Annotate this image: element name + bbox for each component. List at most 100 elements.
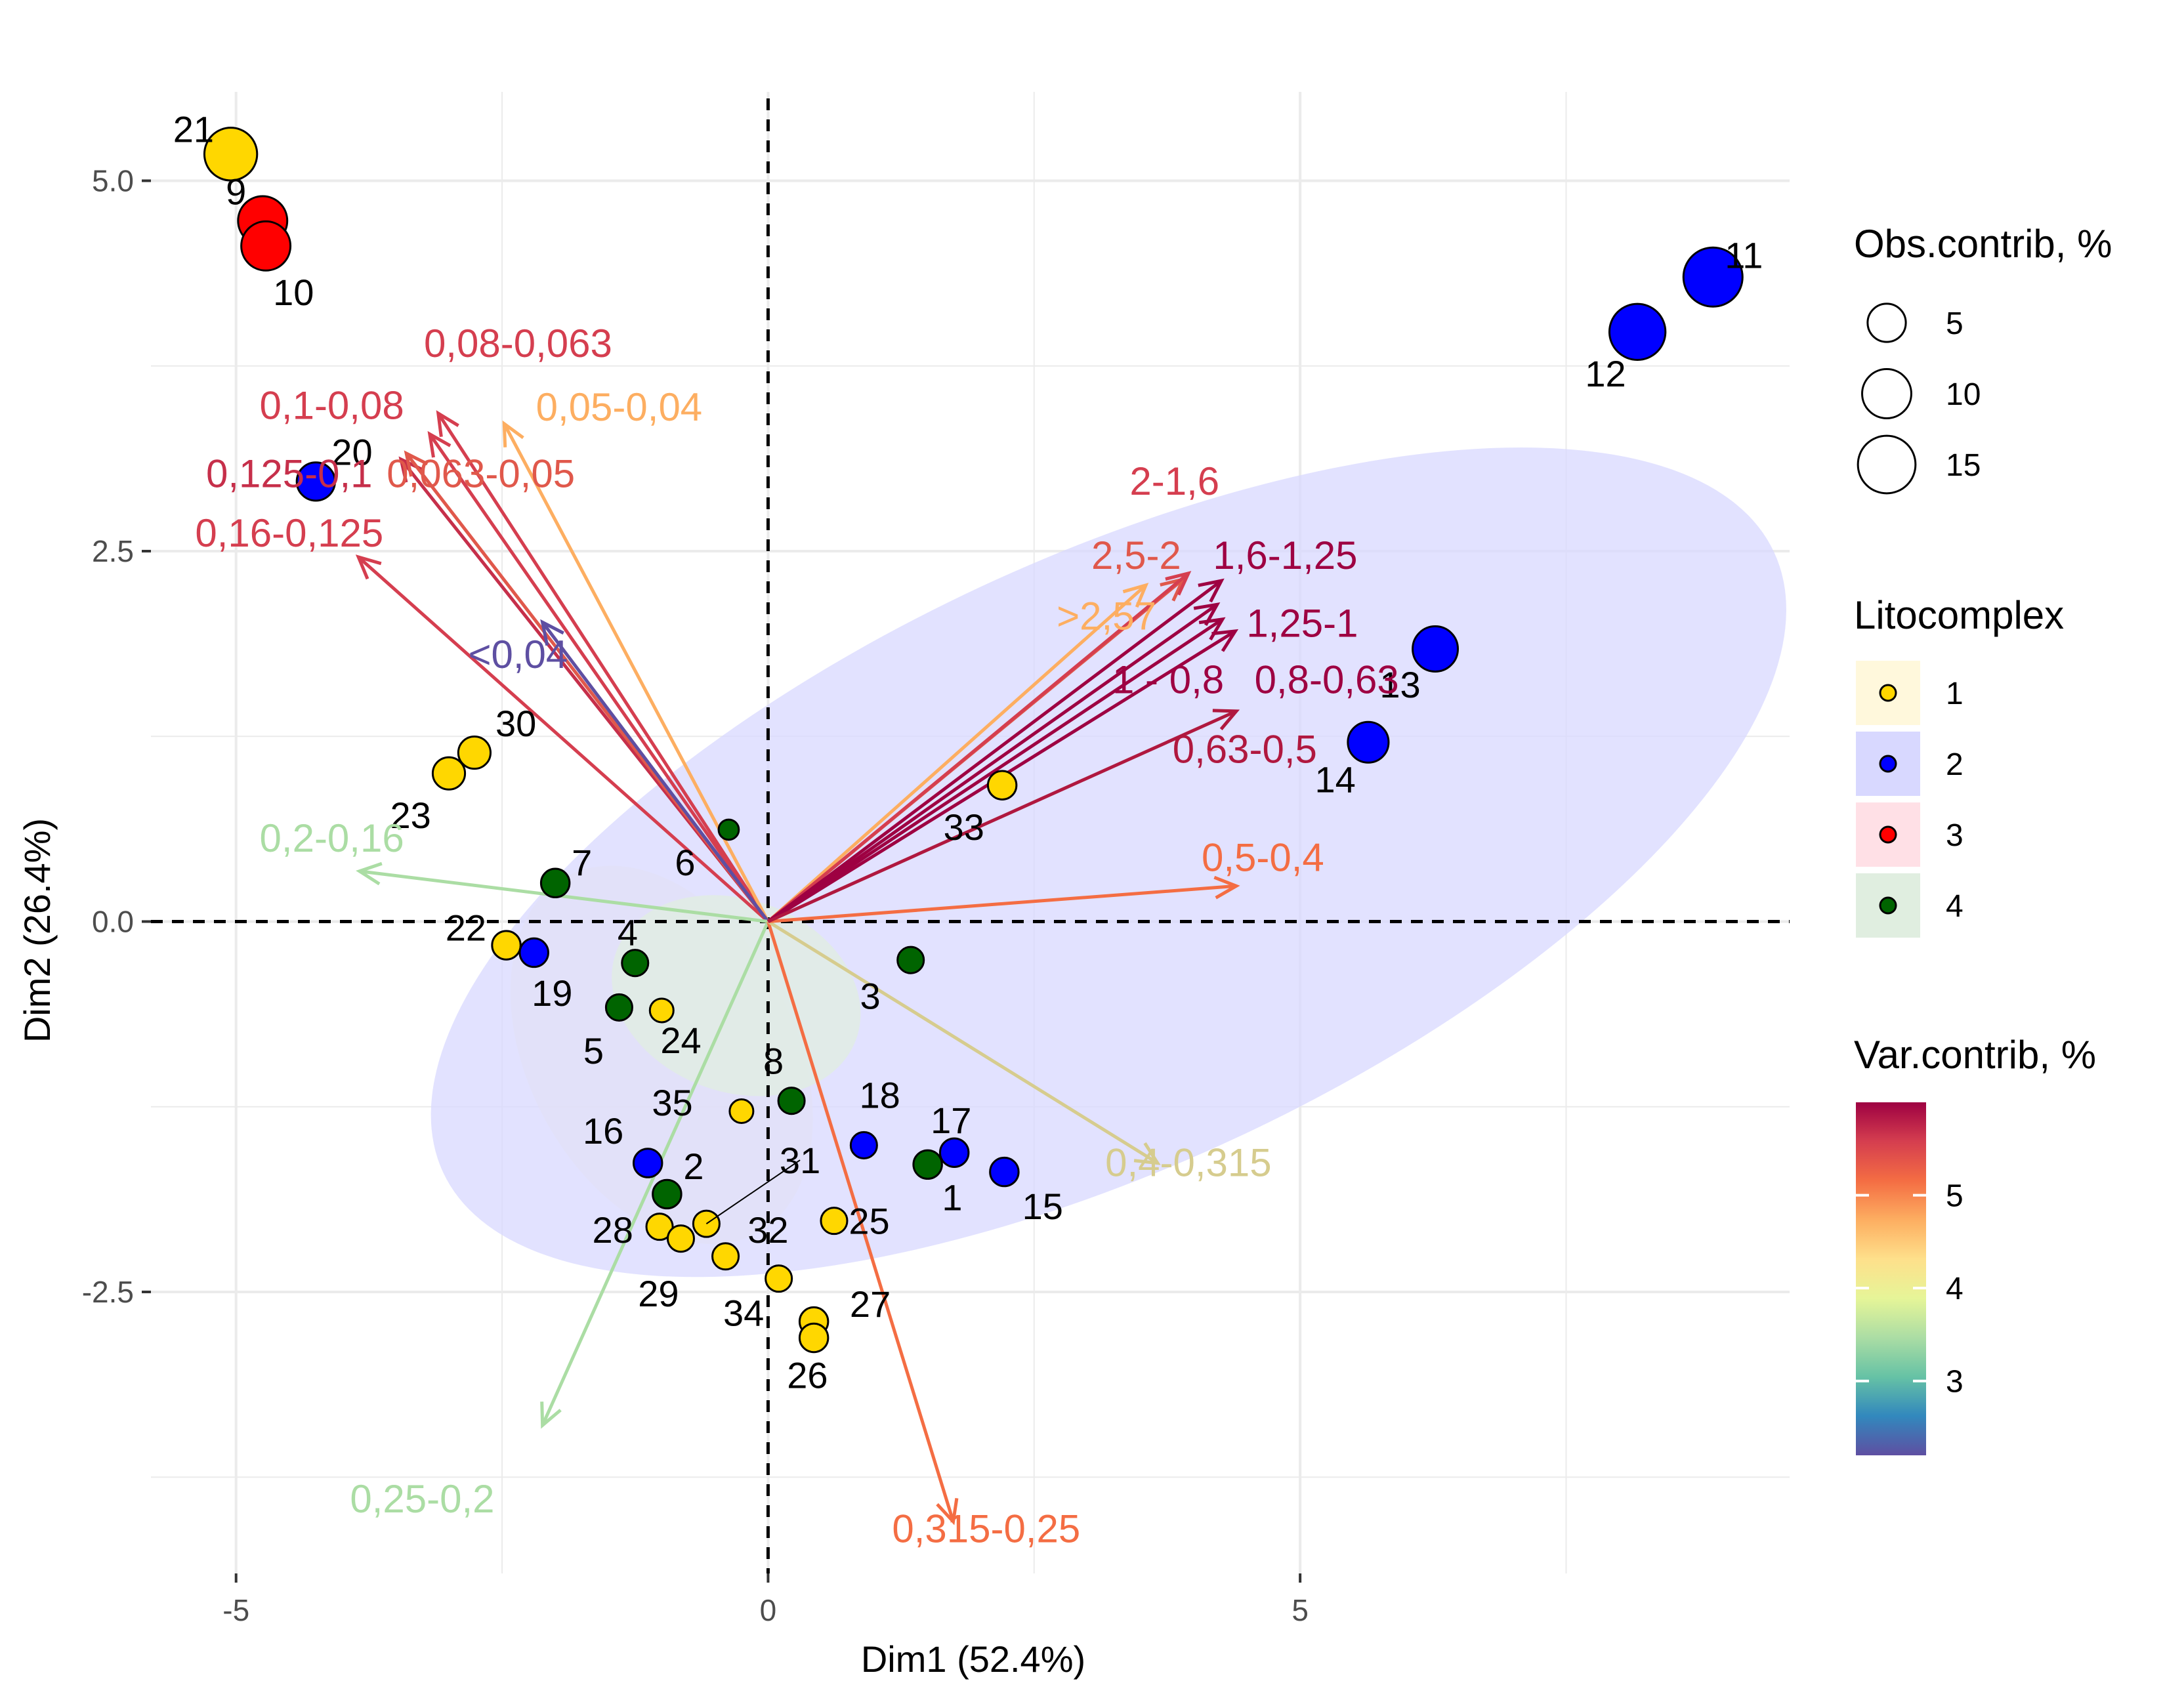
observation-point-19 [518,937,549,968]
arrow-head [1212,709,1240,730]
observation-label: 17 [931,1100,971,1141]
observation-label: 19 [532,972,572,1014]
colorbar-tick-label: 3 [1946,1365,1964,1400]
variable-label: 2,5-2 [1091,533,1181,577]
variable-label: 0,315-0,25 [892,1507,1080,1550]
arrow-head [1165,571,1192,596]
variable-label: 0,16-0,125 [195,511,383,555]
variable-arrow [357,556,770,923]
y-tick-label: 5.0 [92,163,134,197]
variable-label: <0,04 [468,633,568,676]
arrow-head [355,554,382,580]
observation-label: 5 [583,1030,604,1071]
observation-points [203,127,1744,1354]
observation-label: 31 [780,1140,820,1181]
y-tick-label: 2.5 [92,534,134,568]
observation-point-18 [849,1131,878,1159]
observation-label: 11 [1725,234,1763,276]
observation-point-14 [1347,720,1390,764]
observation-label: 25 [849,1201,889,1242]
observation-point-26 [798,1322,830,1354]
observation-point-35 [728,1098,755,1125]
observation-point-10 [240,220,292,272]
variable-label: 1,25-1 [1246,602,1358,646]
observation-point-16 [632,1148,663,1178]
observation-label: 9 [226,171,246,212]
arrow-head [1122,583,1149,608]
variable-arrow [766,584,1147,923]
observation-label: 23 [390,795,430,836]
group-legend-label: 4 [1946,889,1964,924]
arrow-head [427,430,452,458]
observation-label: 13 [1379,664,1420,705]
variable-label: 1,6-1,25 [1213,533,1357,577]
variable-arrow [767,617,1224,923]
observation-label: 6 [675,842,695,883]
group-legend-label: 2 [1946,747,1964,782]
variable-label: 0,8-0,63 [1255,657,1399,701]
observation-label: 22 [446,907,486,949]
observation-point-22 [491,930,522,961]
observation-point-30 [457,735,492,770]
observation-label: 30 [495,703,536,744]
variable-arrow [768,884,1237,923]
observation-label: 1 [942,1176,962,1218]
observation-label: 29 [638,1273,679,1314]
observation-point-8 [777,1087,806,1115]
arrow-head [502,420,524,447]
variable-arrow [541,621,770,923]
observation-point-7 [539,867,571,898]
colorbar-legend-title: Var.contrib, % [1854,1033,2096,1077]
observation-label: 3 [860,975,881,1016]
observation-label: 33 [944,806,984,848]
arrow-head [356,862,383,886]
observation-point-11 [1682,246,1744,308]
observation-label: 32 [747,1209,788,1251]
variable-arrow [766,579,1223,923]
colorbar [1856,1102,1926,1455]
observation-point-23 [431,756,467,791]
variable-label: 0,1-0,08 [260,384,404,428]
colorbar-tick-label: 4 [1946,1272,1964,1306]
size-legend-label: 15 [1946,448,1981,483]
variable-label: 0,4-0,315 [1105,1141,1272,1185]
variable-label: 0,063-0,05 [387,452,575,496]
observation-point-3 [896,946,925,974]
group-legend-dot [1879,755,1897,773]
observation-label: 4 [618,911,638,953]
variable-arrow [428,433,770,923]
x-tick-label: -5 [222,1593,249,1627]
x-tick-label: 5 [1292,1593,1309,1627]
variable-arrow [436,412,770,923]
observation-point-33 [986,770,1018,800]
observation-label: 16 [583,1110,623,1152]
arrow-head [404,450,429,477]
observation-point-17 [938,1137,970,1168]
reference-lines [151,98,1790,1573]
variable-labels: 0,08-0,063 0,1-0,08 0,05-0,04 0,125-0,1 0,06… [195,322,1398,1550]
variable-label: 0,25-0,2 [350,1477,494,1521]
arrow-head [1133,1142,1161,1165]
observation-point-24 [648,997,675,1024]
y-tick-label: -2.5 [82,1275,134,1309]
observation-point-2 [652,1178,682,1210]
observation-point-1 [912,1149,943,1180]
observation-label: 18 [860,1075,900,1116]
observation-label: 7 [572,842,592,883]
size-legend-title: Obs.contrib, % [1854,222,2112,266]
x-axis-title: Dim1 (52.4%) [861,1638,1085,1680]
label-leader-lines [705,1159,801,1224]
arrow-head [936,1497,959,1526]
observation-point-34 [765,1264,793,1293]
variable-label: 0,125-0,1 [206,452,373,496]
observation-point-12 [1608,302,1667,361]
variable-arrows [355,410,1240,1526]
observation-point-21 [203,127,259,182]
group-legend-label: 3 [1946,818,1964,853]
arrow-head [1211,629,1239,652]
variable-label: 2-1,6 [1129,459,1219,503]
size-legend-label: 5 [1946,306,1964,341]
size-legend-key [1866,302,1907,343]
